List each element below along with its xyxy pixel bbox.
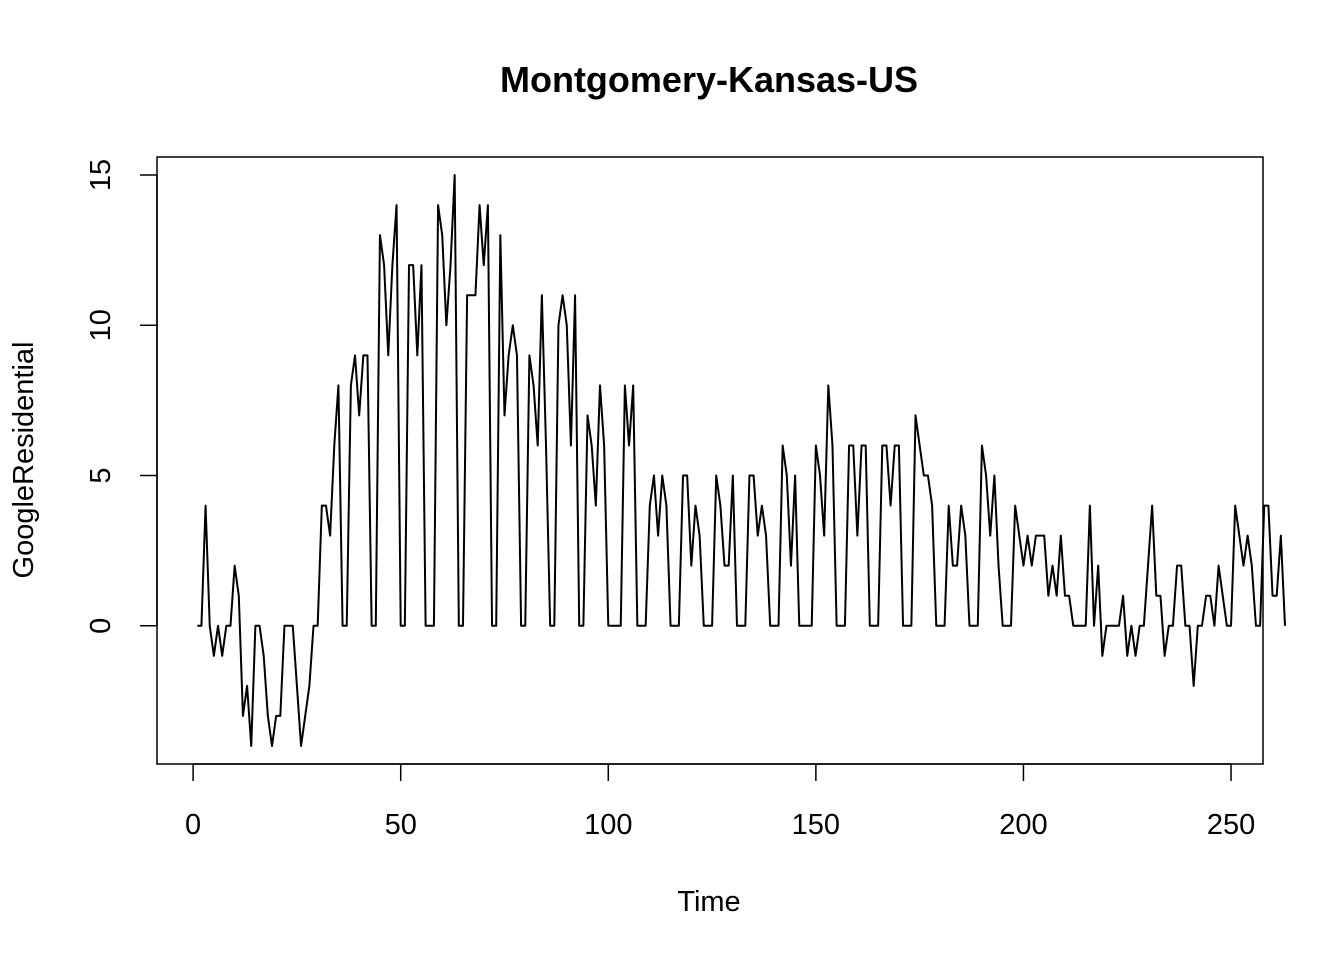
- series-layer: [197, 174, 1286, 747]
- x-axis: 0 50 100 150 200 250: [185, 763, 1255, 841]
- x-tick-label: 100: [584, 809, 632, 841]
- x-tick-label: 0: [185, 809, 201, 841]
- x-tick-label: 50: [385, 809, 417, 841]
- x-tick-label: 200: [999, 809, 1047, 841]
- y-tick-label: 15: [85, 159, 117, 191]
- y-axis-title: GoogleResidential: [8, 342, 40, 579]
- y-axis: 0 5 10 15: [85, 159, 158, 634]
- y-tick-label: 0: [85, 618, 117, 634]
- x-axis-title: Time: [677, 886, 740, 918]
- y-tick-label: 5: [85, 467, 117, 483]
- series-line: [197, 174, 1286, 747]
- y-tick-label: 10: [85, 309, 117, 341]
- x-tick-label: 250: [1207, 809, 1255, 841]
- plot-frame: [156, 156, 1264, 765]
- chart-title: Montgomery-Kansas-US: [500, 59, 918, 100]
- x-tick-label: 150: [792, 809, 840, 841]
